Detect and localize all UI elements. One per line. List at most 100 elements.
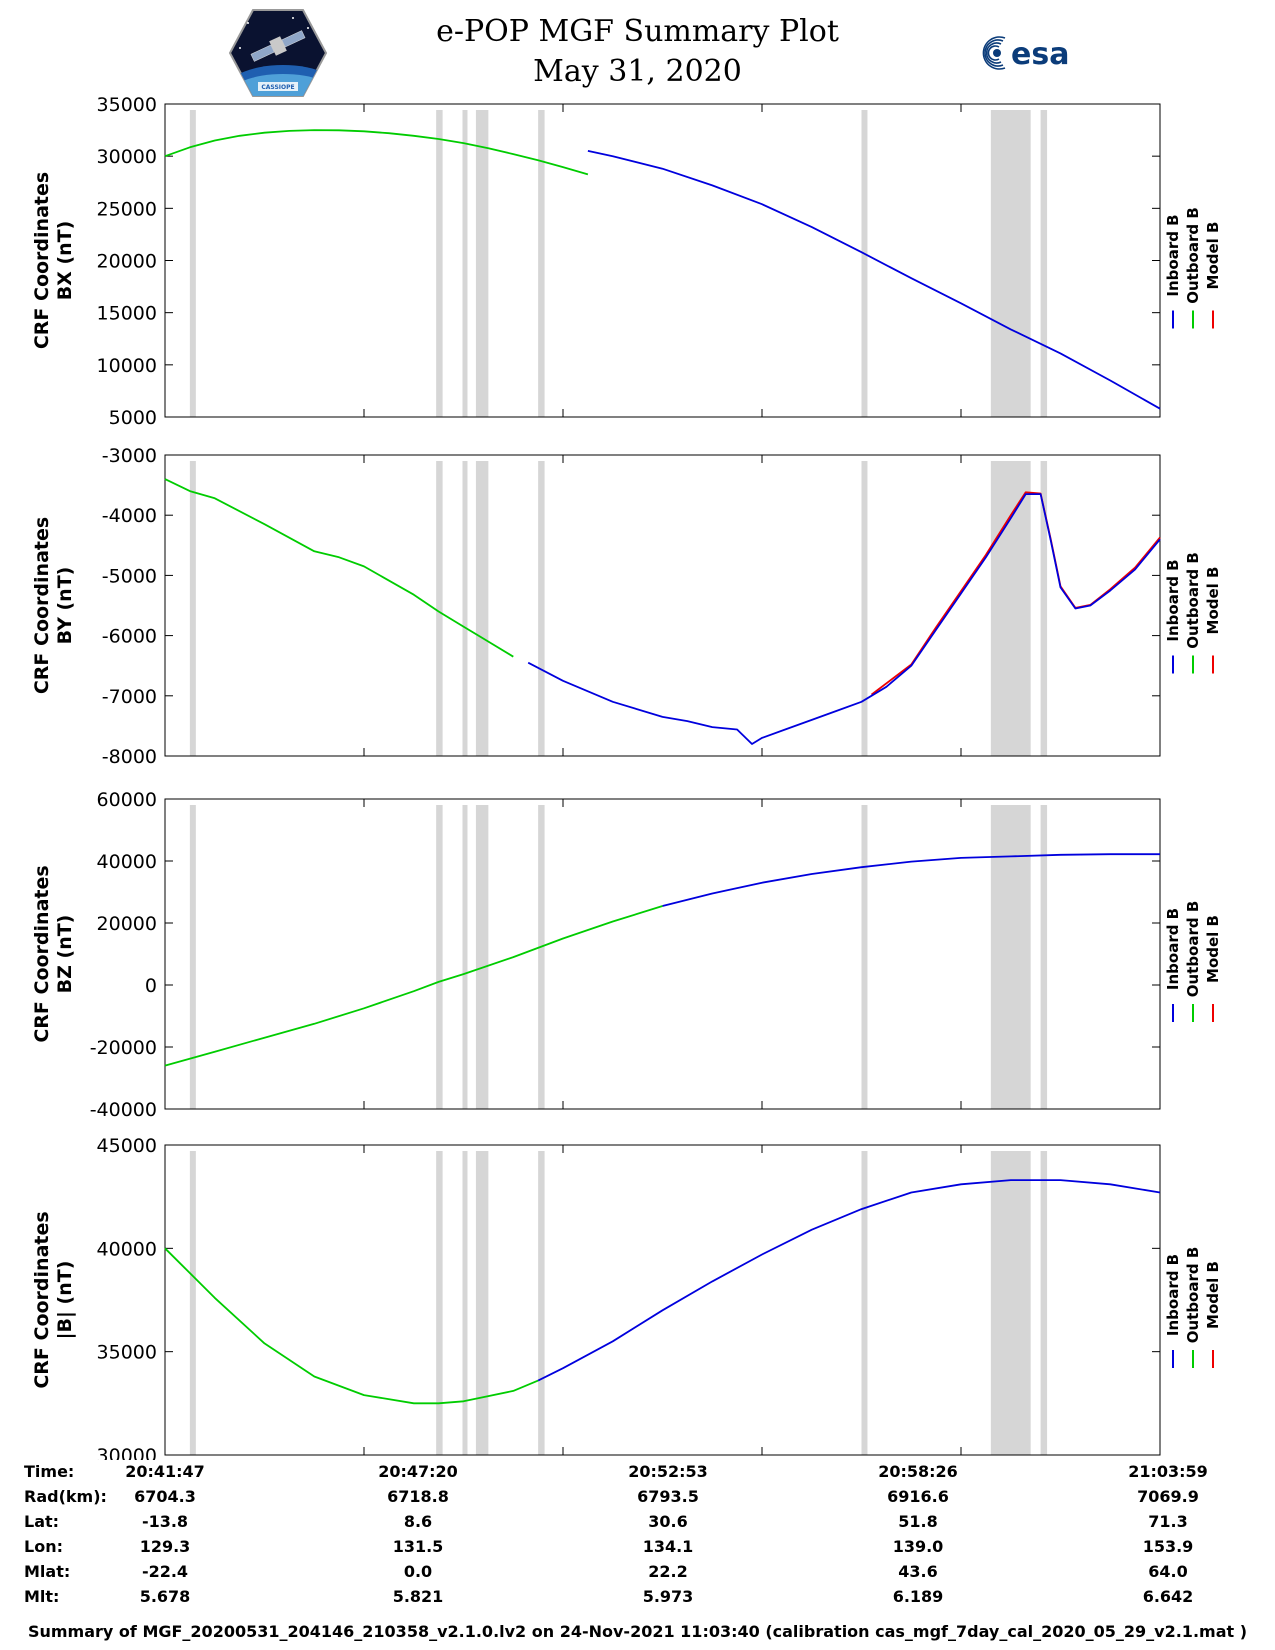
y-tick-label: -3000 <box>102 445 157 467</box>
esa-logo-text: esa <box>1011 37 1069 72</box>
legend-model-label: Model B <box>1204 1261 1222 1329</box>
data-gap-5 <box>861 1151 868 1455</box>
info-value: 139.0 <box>892 1537 944 1556</box>
y-tick-label: 10000 <box>97 355 157 377</box>
plot-title: e-POP MGF Summary Plot <box>436 14 839 49</box>
info-value: 6.189 <box>892 1587 944 1606</box>
info-value: 5.973 <box>642 1587 694 1606</box>
info-value: 6793.5 <box>637 1487 699 1506</box>
y-tick-label: -40000 <box>90 1099 157 1121</box>
inboard-b-series <box>587 150 1161 410</box>
info-value: 153.9 <box>1142 1537 1194 1556</box>
legend-inboard-label: Inboard B <box>1164 1254 1182 1336</box>
mgf-summary-charts: 35000 30000 25000 20000 15000 10000 5000 CRF Co… <box>31 94 1222 1460</box>
outboard-b-series <box>164 905 663 1067</box>
data-gap-0 <box>189 1151 196 1455</box>
data-gap-2 <box>462 1151 468 1455</box>
data-gap-1 <box>436 1151 443 1455</box>
info-value: 21:03:59 <box>1128 1462 1208 1481</box>
y-tick-label: -6000 <box>102 626 157 648</box>
plot-frame <box>164 454 1161 757</box>
data-gap-7 <box>1040 110 1048 417</box>
y-axis-label-units: |B| (nT) <box>54 1261 76 1340</box>
data-gap-4 <box>538 805 545 1109</box>
info-row: Lon: 129.3 131.5 134.1 139.0 153.9 <box>0 1537 1275 1561</box>
outboard-b-series <box>164 1247 539 1405</box>
info-value: 0.0 <box>403 1562 433 1581</box>
data-gap-1 <box>436 461 443 756</box>
y-tick-label: -5000 <box>102 565 157 587</box>
info-row-label: Time: <box>24 1462 75 1481</box>
header: CASSIOPE e-POP MGF Summary Plot May 31, … <box>0 0 1275 100</box>
data-gap-0 <box>189 110 196 417</box>
y-tick-label: 40000 <box>97 1238 157 1260</box>
info-value: 20:52:53 <box>628 1462 708 1481</box>
data-gap-7 <box>1040 1151 1048 1455</box>
data-gap-6 <box>990 461 1031 756</box>
info-value: 5.821 <box>392 1587 444 1606</box>
info-row: Mlt: 5.678 5.821 5.973 6.189 6.642 <box>0 1587 1275 1611</box>
data-gap-3 <box>475 1151 489 1455</box>
data-gap-3 <box>475 805 489 1109</box>
info-value: -13.8 <box>141 1512 189 1531</box>
data-gap-6 <box>990 805 1031 1109</box>
data-gap-2 <box>462 461 468 756</box>
info-value: 6.642 <box>1142 1587 1194 1606</box>
y-axis-label: CRF Coordinates <box>31 172 53 349</box>
info-value: 6718.8 <box>387 1487 449 1506</box>
legend-inboard-label: Inboard B <box>1164 908 1182 990</box>
y-axis-label-units: BZ (nT) <box>54 915 76 994</box>
info-value: 134.1 <box>642 1537 694 1556</box>
inboard-b-series <box>537 1179 1161 1382</box>
y-axis-label-units: BY (nT) <box>54 567 76 645</box>
data-gap-0 <box>189 461 196 756</box>
inboard-b-series <box>527 493 1161 745</box>
legend-outboard-label: Outboard B <box>1184 552 1202 649</box>
cassiope-logo-text: CASSIOPE <box>261 84 294 91</box>
footer-summary: Summary of MGF_20200531_204146_210358_v2… <box>27 1622 1248 1641</box>
info-value: 20:41:47 <box>125 1462 205 1481</box>
data-gap-7 <box>1040 461 1048 756</box>
y-tick-label: -7000 <box>102 686 157 708</box>
info-row-label: Rad(km): <box>24 1487 107 1506</box>
data-gap-4 <box>538 110 545 417</box>
data-gap-3 <box>475 110 489 417</box>
data-gap-6 <box>990 1151 1031 1455</box>
legend-inboard-label: Inboard B <box>1164 559 1182 641</box>
legend-outboard-label: Outboard B <box>1184 1247 1202 1344</box>
data-gap-3 <box>475 461 489 756</box>
y-tick-label: 40000 <box>97 851 157 873</box>
info-row-label: Mlat: <box>24 1562 71 1581</box>
info-row: Time: 20:41:47 20:47:20 20:52:53 20:58:26 21:… <box>0 1462 1275 1486</box>
y-tick-label: 20000 <box>97 913 157 935</box>
plot-frame <box>164 798 1161 1110</box>
y-tick-label: 5000 <box>109 407 157 429</box>
info-row-label: Lon: <box>24 1537 63 1556</box>
info-value: 20:58:26 <box>878 1462 958 1481</box>
chart-panel-3: 60000 40000 20000 0 -20000 -40000 CRF Coordina… <box>31 789 1222 1121</box>
y-tick-label: 35000 <box>97 94 157 116</box>
y-tick-label: -8000 <box>102 746 157 768</box>
info-row-label: Lat: <box>24 1512 60 1531</box>
legend-model-label: Model B <box>1204 222 1222 290</box>
legend-inboard-label: Inboard B <box>1164 214 1182 296</box>
y-tick-label: 20000 <box>97 251 157 273</box>
info-value: 51.8 <box>898 1512 938 1531</box>
info-value: 5.678 <box>139 1587 191 1606</box>
y-tick-label: 60000 <box>97 789 157 811</box>
info-row-label: Mlt: <box>24 1587 60 1606</box>
info-value: 43.6 <box>898 1562 938 1581</box>
data-gap-6 <box>990 110 1031 417</box>
outboard-b-series <box>164 129 589 176</box>
legend-outboard-label: Outboard B <box>1184 901 1202 998</box>
info-row: Lat: -13.8 8.6 30.6 51.8 71.3 <box>0 1512 1275 1536</box>
info-value: 6916.6 <box>887 1487 949 1506</box>
y-tick-label: 25000 <box>97 198 157 220</box>
info-value: 7069.9 <box>1137 1487 1199 1506</box>
data-gap-7 <box>1040 805 1048 1109</box>
data-gap-4 <box>538 1151 545 1455</box>
y-tick-label: 35000 <box>97 1342 157 1364</box>
y-tick-label: -4000 <box>102 505 157 527</box>
info-value: 129.3 <box>139 1537 191 1556</box>
y-tick-label: 15000 <box>97 303 157 325</box>
